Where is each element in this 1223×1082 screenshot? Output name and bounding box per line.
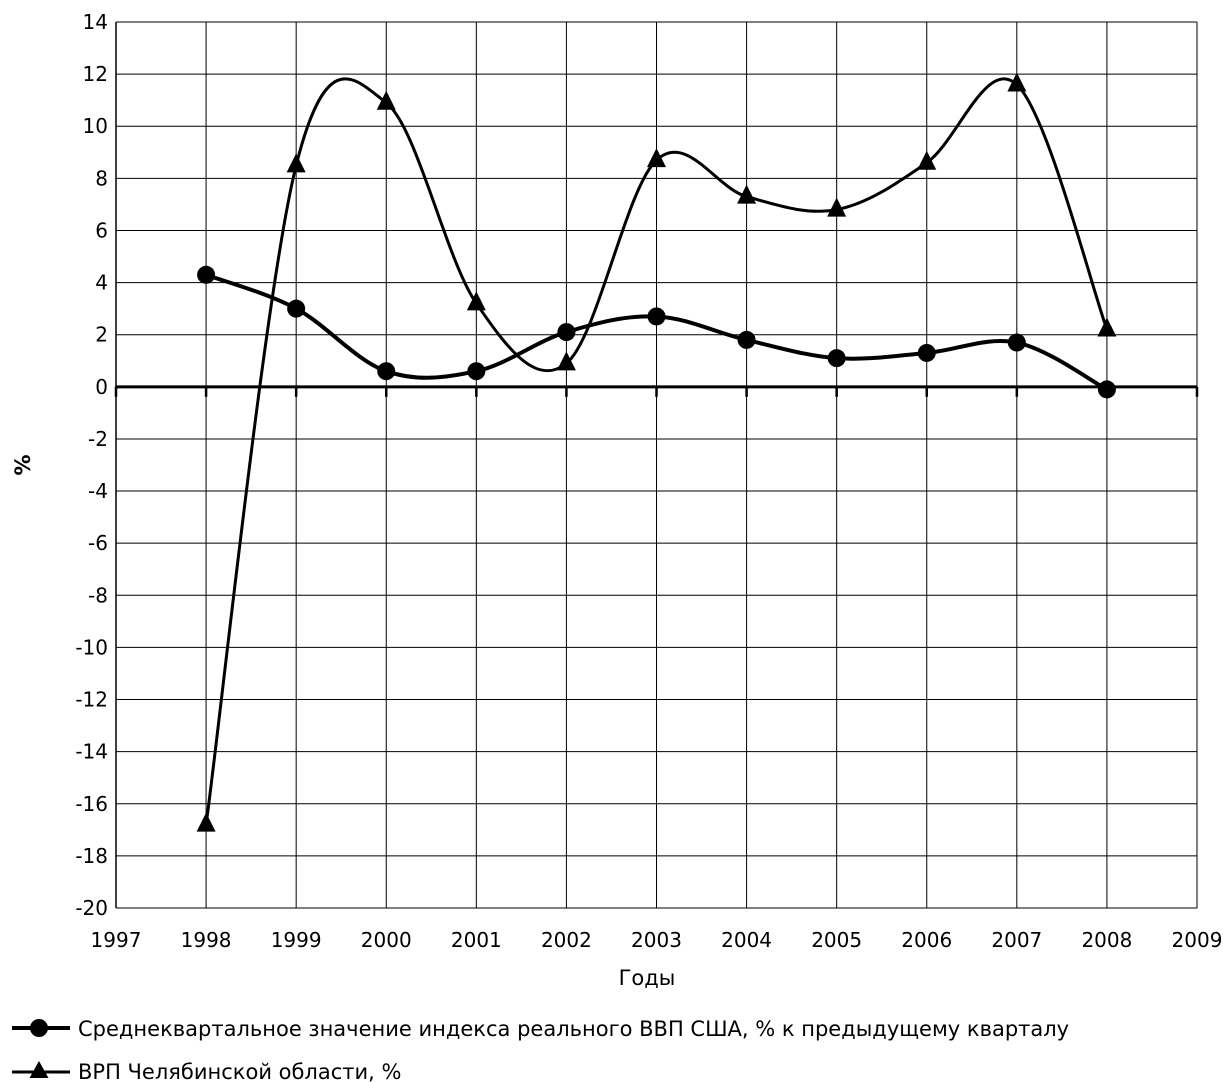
y-tick-label: -14 (75, 740, 108, 764)
y-tick-label: 6 (95, 218, 108, 242)
data-point-circle (1097, 380, 1116, 399)
data-point-circle (377, 362, 396, 381)
data-point-circle (647, 307, 666, 326)
x-tick-label: 1997 (91, 928, 142, 952)
data-point-triangle (376, 90, 396, 110)
data-point-triangle (917, 150, 937, 170)
y-tick-label: -4 (88, 479, 108, 503)
y-tick-label: 4 (95, 271, 108, 295)
data-point-circle (737, 330, 756, 349)
y-tick-label: -2 (88, 427, 108, 451)
x-tick-label: 2009 (1172, 928, 1223, 952)
y-tick-label: 12 (83, 62, 108, 86)
x-tick-label: 2002 (541, 928, 592, 952)
x-tick-labels: 1997 1998 1999 2000 2001 2002 2003 2004 2005 2006… (91, 928, 1223, 952)
x-tick-label: 2007 (991, 928, 1042, 952)
data-point-triangle (1007, 72, 1027, 92)
data-point-triangle (196, 812, 216, 832)
legend-circle-marker (30, 1019, 48, 1037)
data-point-circle (917, 343, 936, 362)
data-point-triangle (647, 148, 666, 168)
data-point-triangle (737, 184, 757, 204)
data-point-triangle (286, 153, 306, 173)
data-point-triangle (827, 197, 847, 217)
series-markers (196, 72, 1117, 832)
x-tick-label: 1999 (271, 928, 322, 952)
x-tick-label: 2005 (811, 928, 862, 952)
y-tick-label: -8 (88, 583, 108, 607)
x-axis-title: Годы (619, 966, 676, 990)
data-point-circle (287, 299, 306, 318)
y-tick-label: 2 (95, 323, 108, 347)
legend: Среднеквартальное значение индекса реаль… (12, 1017, 1069, 1082)
data-point-triangle (1097, 317, 1117, 337)
y-tick-label: 10 (83, 114, 108, 138)
x-tick-label: 2008 (1081, 928, 1132, 952)
axes (114, 22, 1199, 908)
data-point-circle (197, 265, 216, 284)
y-tick-label: -10 (75, 635, 108, 659)
legend-label-usa-gdp: Среднеквартальное значение индекса реаль… (78, 1017, 1069, 1041)
data-point-circle (827, 349, 846, 368)
grid-lines (115, 21, 1198, 909)
x-tick-label: 2000 (361, 928, 412, 952)
x-tick-label: 2006 (901, 928, 952, 952)
x-tick-label: 2004 (721, 928, 772, 952)
data-point-triangle (556, 351, 576, 371)
y-tick-labels: 14 12 10 8 6 4 2 0 -2 -4 -6 -8 -10 -12 -14 -16 -18 -20 (75, 10, 108, 920)
y-axis-title: % (11, 454, 35, 475)
data-point-circle (467, 362, 486, 381)
data-point-circle (1007, 333, 1026, 352)
data-point-circle (557, 323, 576, 342)
legend-triangle-marker (29, 1061, 49, 1078)
y-tick-label: 14 (83, 10, 108, 34)
y-tick-label: -12 (75, 688, 108, 712)
x-tick-label: 2003 (631, 928, 682, 952)
legend-label-chelyabinsk-grp: ВРП Челябинской области, % (78, 1060, 401, 1082)
y-tick-label: 0 (95, 375, 108, 399)
y-tick-label: -20 (75, 896, 108, 920)
y-tick-label: -6 (88, 531, 108, 555)
y-tick-label: -16 (75, 792, 108, 816)
data-point-triangle (466, 291, 486, 311)
legend-item-usa-gdp: Среднеквартальное значение индекса реаль… (12, 1017, 1069, 1041)
x-tick-label: 1998 (181, 928, 232, 952)
x-tick-label: 2001 (451, 928, 502, 952)
y-tick-label: 8 (95, 166, 108, 190)
y-tick-label: -18 (75, 844, 108, 868)
legend-item-chelyabinsk-grp: ВРП Челябинской области, % (12, 1060, 401, 1082)
